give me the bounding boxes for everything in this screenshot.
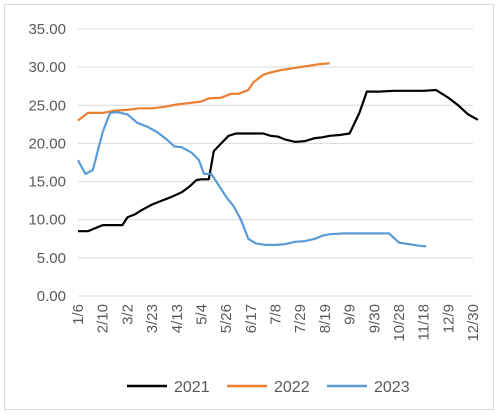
x-tick-label: 3/23 — [144, 304, 161, 333]
legend-label-2023: 2023 — [374, 379, 410, 396]
x-tick-label: 9/30 — [366, 304, 383, 333]
y-tick-label: 0.00 — [37, 288, 66, 305]
x-axis-ticks: 1/6 2/10 3/2 3/23 4/13 5/4 5/26 6/17 7/8 7/29 8/19… — [70, 304, 482, 342]
y-tick-label: 30.00 — [28, 59, 66, 76]
legend: 2021 2022 2023 — [127, 379, 410, 396]
x-tick-label: 5/4 — [193, 304, 210, 325]
series-line-2022 — [77, 62, 330, 122]
y-axis-ticks: 0.00 5.00 10.00 15.00 20.00 25.00 30.00 35.00 — [28, 21, 66, 305]
x-tick-label: 11/18 — [416, 304, 433, 340]
y-tick-label: 10.00 — [28, 212, 66, 229]
legend-label-2021: 2021 — [174, 379, 210, 396]
x-tick-label: 6/17 — [243, 304, 260, 333]
gridlines — [78, 28, 473, 297]
x-tick-label: 3/2 — [119, 304, 136, 325]
x-tick-label: 12/30 — [465, 304, 482, 342]
series-line-2023 — [77, 111, 427, 248]
x-tick-label: 1/6 — [70, 304, 87, 325]
x-tick-label: 2/10 — [95, 304, 112, 333]
x-tick-label: 4/13 — [169, 304, 186, 333]
x-tick-label: 12/9 — [440, 304, 457, 333]
y-tick-label: 25.00 — [28, 97, 66, 114]
x-tick-label: 9/9 — [342, 304, 359, 325]
series-line-2021 — [78, 88, 479, 233]
x-tick-label: 7/29 — [292, 304, 309, 333]
series-lines — [77, 62, 479, 248]
y-tick-label: 35.00 — [28, 21, 66, 38]
y-tick-label: 15.00 — [28, 174, 66, 191]
chart-frame: 0.00 5.00 10.00 15.00 20.00 25.00 30.00 35.00 1… — [4, 4, 494, 410]
x-tick-label: 10/28 — [391, 304, 408, 342]
x-tick-label: 5/26 — [218, 304, 235, 333]
y-tick-label: 20.00 — [28, 135, 66, 152]
line-chart: 0.00 5.00 10.00 15.00 20.00 25.00 30.00 35.00 1… — [28, 21, 482, 396]
legend-label-2022: 2022 — [274, 379, 310, 396]
x-tick-label: 8/19 — [317, 304, 334, 333]
y-tick-label: 5.00 — [37, 250, 66, 267]
x-tick-label: 7/8 — [268, 304, 285, 325]
